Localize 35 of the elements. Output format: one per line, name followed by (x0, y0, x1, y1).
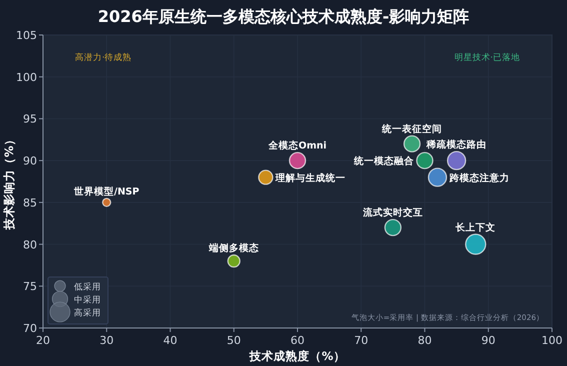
series-label: 理解与生成统一 (274, 172, 346, 184)
x-axis-title: 技术成熟度（%） (248, 349, 346, 363)
y-tick-label: 105 (16, 29, 37, 42)
x-tick-label: 70 (354, 334, 368, 347)
y-tick-label: 75 (23, 280, 37, 294)
legend-label: 中采用 (74, 294, 101, 306)
series-label: 统一表征空间 (381, 122, 442, 135)
legend-label: 低采用 (74, 282, 101, 292)
x-tick-label: 40 (163, 334, 178, 347)
y-tick-label: 100 (16, 70, 37, 84)
series-label: 全模态Omni (268, 140, 326, 152)
y-tick-label: 80 (23, 238, 37, 252)
y-tick-label: 85 (23, 196, 37, 210)
y-axis-title: 技术影响力（%） (2, 134, 16, 230)
series-label: 稀疏模态路由 (426, 138, 487, 151)
x-tick-label: 30 (100, 334, 114, 347)
annotation: 高潜力·待成熟 (75, 52, 132, 63)
x-tick-label: 60 (290, 334, 304, 347)
series-label: 跨模态注意力 (448, 172, 510, 184)
x-tick-label: 50 (226, 334, 241, 347)
x-tick-label: 20 (36, 334, 50, 347)
x-tick-label: 100 (542, 334, 562, 347)
annotation: 明星技术·已落地 (454, 52, 520, 63)
series-label: 流式实时交互 (362, 206, 423, 219)
series-label: 世界模型/NSP (73, 185, 140, 198)
x-tick-label: 80 (418, 334, 432, 347)
y-tick-label: 95 (23, 112, 37, 126)
series-label: 端侧多模态 (208, 242, 259, 254)
chart-title: 2026年原生统一多模态核心技术成熟度-影响力矩阵 (98, 7, 470, 26)
legend-label: 高采用 (74, 308, 101, 318)
x-tick-label: 90 (481, 334, 496, 347)
series-label: 长上下文 (454, 221, 496, 234)
y-tick-label: 90 (23, 154, 37, 168)
y-tick-label: 70 (23, 322, 37, 335)
series-label: 统一模态融合 (352, 155, 414, 168)
